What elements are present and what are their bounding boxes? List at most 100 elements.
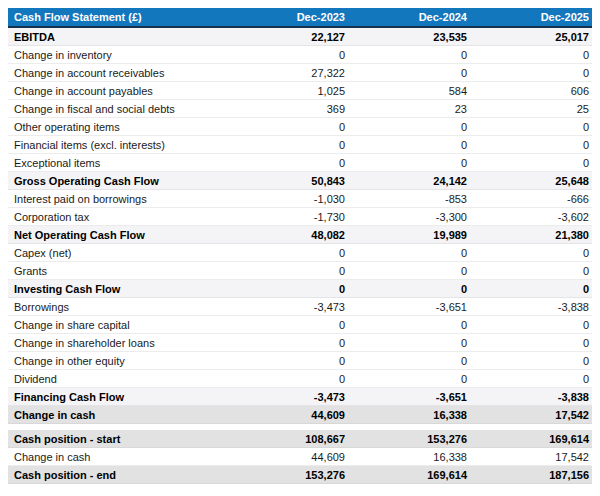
cell-value: 1,025 — [226, 85, 348, 97]
table-row: Borrowings-3,473-3,651-3,838 — [8, 298, 592, 316]
cell-value: 0 — [226, 283, 348, 295]
table-row: Investing Cash Flow000 — [8, 280, 592, 298]
cell-value: 16,338 — [348, 451, 470, 463]
cell-value: 0 — [226, 337, 348, 349]
row-label: Change in inventory — [8, 49, 226, 61]
cell-value: -3,651 — [348, 301, 470, 313]
table-row: Financing Cash Flow-3,473-3,651-3,838 — [8, 388, 592, 406]
cell-value: 44,609 — [226, 409, 348, 421]
cell-value: 22,127 — [226, 31, 348, 43]
table-row: Cash position - start108,667153,276169,6… — [8, 430, 592, 448]
row-label: Change in other equity — [8, 355, 226, 367]
cell-value: 0 — [470, 319, 592, 331]
cell-value: 0 — [470, 337, 592, 349]
cell-value: 187,156 — [470, 469, 592, 481]
table-row: Other operating items000 — [8, 118, 592, 136]
cell-value: 27,322 — [226, 67, 348, 79]
cell-value: 0 — [470, 355, 592, 367]
row-label: EBITDA — [8, 31, 226, 43]
cell-value: 0 — [348, 355, 470, 367]
cell-value: 153,276 — [348, 433, 470, 445]
cell-value: 0 — [470, 373, 592, 385]
table-row: Dividend000 — [8, 370, 592, 388]
row-label: Other operating items — [8, 121, 226, 133]
column-header-dec-2023: Dec-2023 — [226, 11, 348, 23]
cell-value: 0 — [348, 283, 470, 295]
row-label: Cash position - start — [8, 433, 226, 445]
row-label: Change in account receivables — [8, 67, 226, 79]
cell-value: -3,602 — [470, 211, 592, 223]
cell-value: 584 — [348, 85, 470, 97]
table-row: Change in fiscal and social debts3692325 — [8, 100, 592, 118]
table-row: Change in account receivables27,32200 — [8, 64, 592, 82]
cell-value: 0 — [348, 121, 470, 133]
table-row: Capex (net)000 — [8, 244, 592, 262]
row-label: Financial items (excl. interests) — [8, 139, 226, 151]
cell-value: 50,843 — [226, 175, 348, 187]
table-row: Corporation tax-1,730-3,300-3,602 — [8, 208, 592, 226]
cell-value: 0 — [348, 157, 470, 169]
cell-value: 0 — [226, 139, 348, 151]
cell-value: -3,838 — [470, 391, 592, 403]
cell-value: 0 — [226, 355, 348, 367]
table-title: Cash Flow Statement (£) — [8, 11, 226, 23]
cell-value: 25,017 — [470, 31, 592, 43]
row-label: Gross Operating Cash Flow — [8, 175, 226, 187]
cash-flow-statement-table: Cash Flow Statement (£) Dec-2023 Dec-202… — [8, 8, 592, 484]
cell-value: 25 — [470, 103, 592, 115]
column-header-dec-2024: Dec-2024 — [348, 11, 470, 23]
column-header-dec-2025: Dec-2025 — [470, 11, 592, 23]
cell-value: 0 — [470, 139, 592, 151]
table-row: Net Operating Cash Flow48,08219,98921,38… — [8, 226, 592, 244]
cell-value: 0 — [348, 319, 470, 331]
table-header: Cash Flow Statement (£) Dec-2023 Dec-202… — [8, 8, 592, 28]
cell-value: 0 — [226, 49, 348, 61]
table-body: EBITDA22,12723,53525,017 Change in invent… — [8, 28, 592, 424]
cell-value: 17,542 — [470, 409, 592, 421]
row-label: Investing Cash Flow — [8, 283, 226, 295]
cell-value: 169,614 — [348, 469, 470, 481]
cell-value: 23,535 — [348, 31, 470, 43]
cell-value: -3,300 — [348, 211, 470, 223]
row-label: Change in account payables — [8, 85, 226, 97]
cell-value: 0 — [348, 139, 470, 151]
table-row: Gross Operating Cash Flow50,84324,14225,… — [8, 172, 592, 190]
cell-value: 0 — [348, 49, 470, 61]
cell-value: 153,276 — [226, 469, 348, 481]
cell-value: 0 — [470, 283, 592, 295]
cell-value: 48,082 — [226, 229, 348, 241]
table-row: Change in cash44,60916,33817,542 — [8, 448, 592, 466]
cell-value: 0 — [470, 157, 592, 169]
cell-value: 0 — [348, 265, 470, 277]
row-label: Change in fiscal and social debts — [8, 103, 226, 115]
cell-value: -1,730 — [226, 211, 348, 223]
cell-value: 0 — [226, 265, 348, 277]
cell-value: -3,473 — [226, 391, 348, 403]
cell-value: 19,989 — [348, 229, 470, 241]
cell-value: 0 — [226, 319, 348, 331]
cell-value: 0 — [348, 67, 470, 79]
cell-value: -853 — [348, 193, 470, 205]
cell-value: 0 — [470, 247, 592, 259]
cell-value: 23 — [348, 103, 470, 115]
table-row: Interest paid on borrowings-1,030-853-66… — [8, 190, 592, 208]
cell-value: 108,667 — [226, 433, 348, 445]
cell-value: 0 — [226, 373, 348, 385]
row-label: Grants — [8, 265, 226, 277]
row-label: Change in share capital — [8, 319, 226, 331]
cell-value: 0 — [470, 265, 592, 277]
row-label: Dividend — [8, 373, 226, 385]
table-row: Cash position - end153,276169,614187,156 — [8, 466, 592, 484]
cell-value: 0 — [348, 247, 470, 259]
row-label: Change in shareholder loans — [8, 337, 226, 349]
table-row: Change in cash44,60916,33817,542 — [8, 406, 592, 424]
row-label: Borrowings — [8, 301, 226, 313]
cell-value: 169,614 — [470, 433, 592, 445]
cell-value: 25,648 — [470, 175, 592, 187]
row-label: Exceptional items — [8, 157, 226, 169]
row-label: Change in cash — [8, 409, 226, 421]
cash-position-section: Cash position - start108,667153,276169,6… — [8, 430, 592, 484]
cell-value: 0 — [348, 337, 470, 349]
cell-value: 606 — [470, 85, 592, 97]
cell-value: 0 — [470, 49, 592, 61]
